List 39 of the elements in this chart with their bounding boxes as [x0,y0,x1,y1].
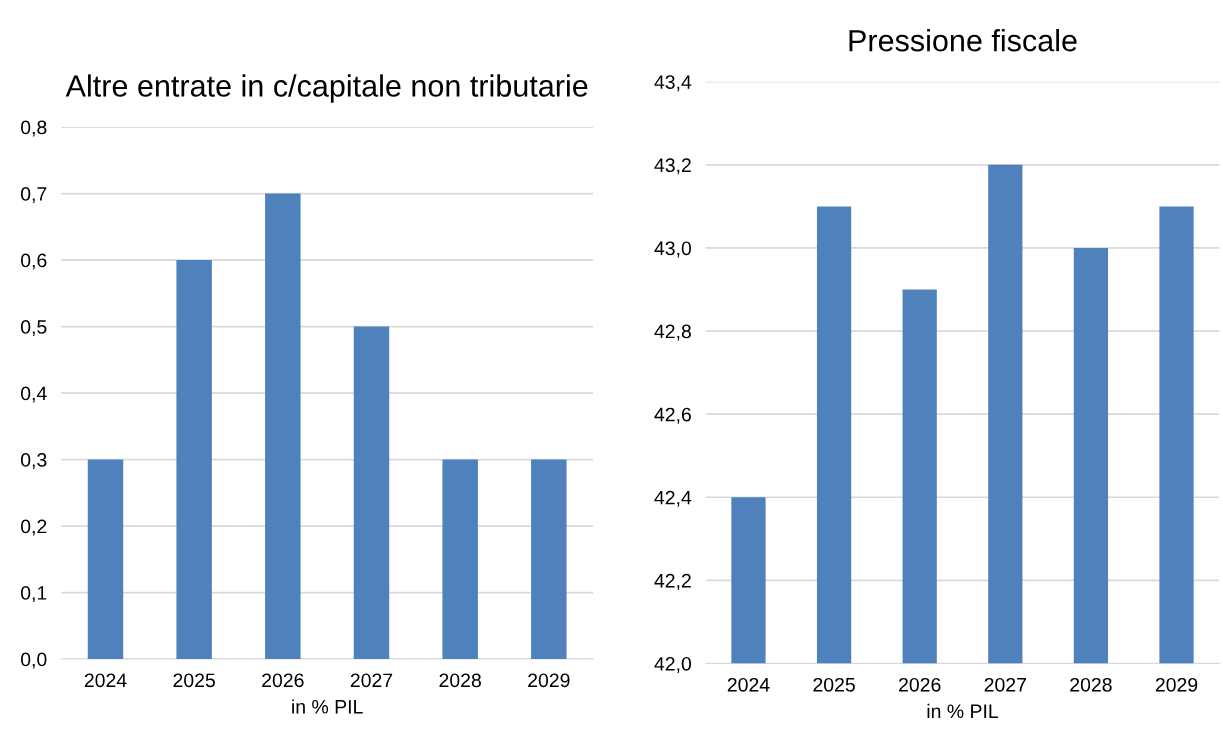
y-tick-label: 0,2 [20,519,47,536]
x-tick-label: 2026 [262,673,304,688]
y-tick-label: 0,7 [20,187,47,204]
bar [176,260,212,660]
y-tick-label: 0,8 [20,120,47,137]
y-tick-label: 0,4 [20,386,47,403]
bar [353,326,390,660]
x-tick-label: 2024 [84,673,127,688]
y-tick-label: 42,4 [654,490,692,507]
bar [265,193,301,660]
bar [442,459,478,660]
chart-title: Pressione fiscale [849,29,1077,52]
y-tick-label: 0,5 [20,320,47,337]
x-tick-label: 2024 [727,677,770,692]
y-tick-label: 0,0 [20,652,47,669]
y-tick-label: 43,2 [654,158,691,175]
y-tick-label: 43,0 [654,241,692,258]
x-tick-label: 2027 [984,677,1026,692]
bar [87,459,124,660]
y-tick-label: 0,1 [20,586,47,603]
bar [531,459,567,660]
x-tick-label: 2025 [173,673,215,688]
x-tick-label: 2025 [813,677,855,692]
x-tick-label: 2029 [528,673,570,688]
y-tick-label: 42,6 [654,407,691,424]
chart-title: Altre entrate in c/capitale non tributarie [65,74,588,103]
x-axis-title: in % PIL [292,699,363,714]
x-tick-label: 2028 [439,673,481,688]
x-axis-title: in % PIL [927,703,999,719]
x-tick-label: 2027 [350,673,393,688]
y-tick-label: 0,3 [20,453,47,470]
y-tick-label: 43,4 [654,75,692,92]
y-tick-label: 0,6 [20,253,47,270]
y-tick-label: 42,2 [654,573,691,590]
x-tick-label: 2026 [899,677,941,692]
x-tick-label: 2029 [1155,677,1198,692]
y-tick-label: 42,0 [654,656,692,674]
x-tick-label: 2028 [1070,677,1112,692]
y-tick-label: 42,8 [654,324,691,341]
